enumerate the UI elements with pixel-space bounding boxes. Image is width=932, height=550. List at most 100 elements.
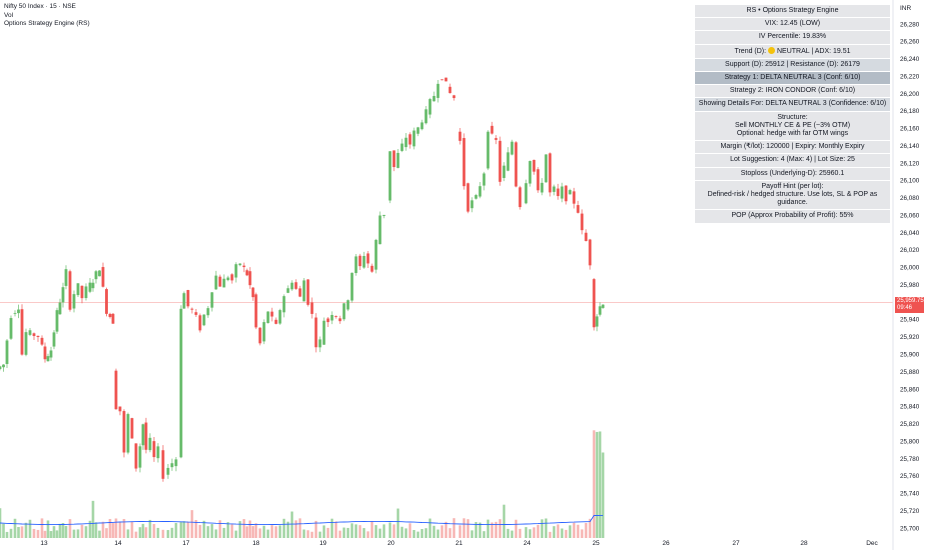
candle-body: [130, 418, 134, 439]
volume-bar: [601, 452, 605, 538]
candle-body: [556, 188, 560, 197]
volume-bar: [510, 530, 514, 538]
candle-body: [278, 310, 282, 324]
volume-bar: [318, 531, 322, 538]
indicator-label[interactable]: Options Strategy Engine (RS): [4, 20, 90, 28]
volume-bar: [254, 523, 258, 538]
bar-countdown: 09:46: [897, 305, 913, 311]
candle-body: [354, 256, 358, 274]
time-tick-label: 18: [252, 540, 260, 547]
volume-bar: [24, 522, 28, 538]
candle-body: [108, 313, 112, 317]
volume-bar: [198, 524, 202, 538]
candle-body: [466, 183, 470, 212]
candle-body: [68, 271, 72, 310]
price-tick-label: 25,780: [900, 456, 920, 463]
candle-body: [94, 271, 98, 280]
candle-body: [230, 274, 234, 281]
candle-body: [294, 282, 298, 289]
candle-body: [80, 285, 84, 299]
last-price-value: 25,959.75: [897, 298, 924, 304]
volume-bar: [179, 522, 183, 538]
time-tick-label: 13: [40, 540, 48, 547]
candle-body: [182, 293, 186, 309]
candle-body: [144, 422, 148, 450]
candle-body: [366, 253, 370, 264]
volume-bar: [190, 510, 194, 538]
candle-body: [494, 138, 498, 140]
candle-body: [580, 213, 584, 231]
candle-body: [540, 182, 544, 193]
candle-body: [474, 195, 478, 199]
candle-body: [141, 424, 145, 446]
symbol-label[interactable]: Nifty 50 Index · 15 · NSE: [4, 3, 76, 10]
volume-bar: [536, 524, 540, 538]
price-axis[interactable]: 26,280 26,260 26,240 26,220 26,200 26,180 26,1…: [892, 0, 920, 550]
volume-bar: [298, 518, 302, 538]
volume-bar: [174, 523, 178, 538]
stoploss-row: Stoploss (Underlying-D): 25960.1: [695, 167, 890, 181]
candle-body: [5, 340, 9, 364]
candle-body: [9, 318, 13, 339]
candle-body: [138, 446, 142, 468]
volume-bar: [366, 531, 370, 538]
candle-body: [111, 313, 115, 324]
candle-body: [370, 265, 374, 272]
candle-body: [306, 279, 310, 305]
price-tick-label: 26,140: [900, 143, 920, 150]
trend-row: Trend (D): NEUTRAL | ADX: 19.51: [695, 44, 890, 59]
volume-bar: [138, 527, 142, 538]
price-tick-label: 26,040: [900, 230, 920, 237]
volume-bar: [548, 531, 552, 538]
candle-body: [458, 131, 462, 141]
volume-bar: [52, 526, 56, 538]
price-tick-label: 26,060: [900, 212, 920, 219]
time-axis[interactable]: 13 14 17 18 19 20 21 24 25 26 27 28 Dec: [40, 540, 878, 547]
volume-bar: [396, 508, 400, 538]
volume-bar: [114, 518, 118, 538]
volume-bar: [68, 519, 72, 538]
volume-bar: [420, 529, 424, 538]
volume-bar: [408, 523, 412, 538]
volume-bar: [202, 520, 206, 538]
candle-body: [88, 282, 92, 292]
volume-bar: [306, 530, 310, 538]
volume-bar: [518, 528, 522, 538]
candle-body: [245, 270, 249, 276]
candle-body: [338, 318, 342, 322]
candle-body: [214, 275, 218, 290]
price-tick-label: 25,860: [900, 386, 920, 393]
volume-label[interactable]: Vol: [4, 11, 14, 19]
candle-body: [444, 77, 448, 82]
candle-body: [482, 173, 486, 186]
candle-body: [424, 109, 428, 124]
volume-bar: [428, 518, 432, 538]
candle-body: [222, 278, 226, 288]
volume-bar: [592, 430, 596, 538]
volume-bar: [222, 527, 226, 538]
volume-bar: [258, 528, 262, 538]
volume-bar: [2, 523, 5, 538]
volume-bar: [462, 518, 466, 538]
volume-bar: [588, 518, 592, 538]
candle-body: [432, 95, 436, 102]
candle-body: [588, 239, 592, 266]
candle-body: [506, 152, 510, 171]
candle-body: [502, 165, 506, 178]
candle-body: [251, 287, 255, 298]
time-tick-label: 14: [114, 540, 122, 547]
candle-body: [166, 467, 170, 475]
volume-bar: [32, 528, 36, 538]
candle-body: [462, 138, 466, 187]
candle-body: [76, 283, 80, 296]
structure-line-2: Optional: hedge with far OTM wings: [736, 130, 849, 138]
volume-bar: [105, 528, 108, 538]
time-tick-label: 21: [455, 540, 463, 547]
volume-bar: [266, 529, 270, 538]
volume-bar: [130, 521, 134, 538]
candle-body: [49, 350, 53, 358]
panel-title: RS • Options Strategy Engine: [695, 5, 890, 19]
volume-bar: [91, 500, 95, 538]
volume-bar: [354, 524, 358, 538]
